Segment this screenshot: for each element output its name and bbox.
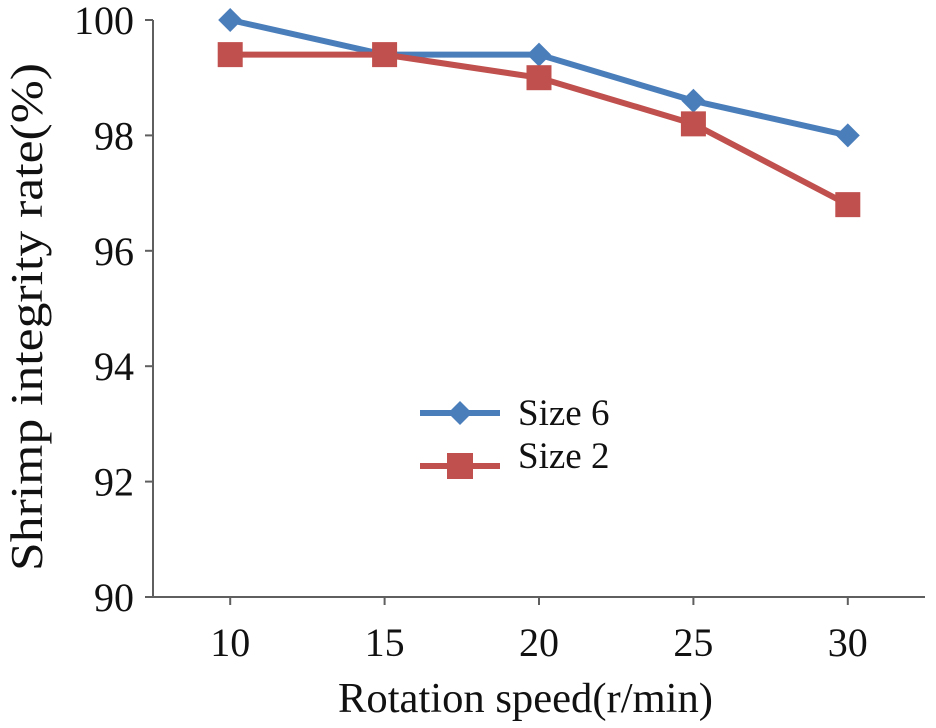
data-point-size-2-10 — [217, 42, 243, 68]
data-point-size-6-30 — [835, 123, 860, 148]
x-axis-title: Rotation speed(r/min) — [338, 676, 713, 722]
legend-item-size-2: Size 2 — [420, 436, 609, 479]
x-tick-label-10: 10 — [210, 620, 250, 665]
legend-item-size-6: Size 6 — [420, 393, 609, 434]
data-point-size-6-20 — [527, 42, 551, 67]
y-tick-label-96: 96 — [94, 229, 134, 274]
data-point-size-2-15 — [372, 42, 398, 68]
legend-marker-size-6 — [448, 401, 472, 425]
x-tick-label-30: 30 — [828, 620, 868, 665]
y-tick-label-98: 98 — [94, 113, 134, 158]
y-axis-title: Shrimp integrity rate(%) — [1, 63, 52, 571]
legend-marker-size-2 — [447, 453, 473, 479]
series-size-2 — [217, 42, 861, 218]
y-tick-label-100: 100 — [74, 0, 134, 43]
data-point-size-6-10 — [218, 8, 243, 32]
data-point-size-2-25 — [680, 111, 706, 137]
y-axis-ticks: 90 92 94 96 98 100 — [74, 0, 153, 620]
series-layer — [217, 8, 861, 218]
x-tick-label-25: 25 — [673, 620, 713, 665]
data-point-size-2-20 — [526, 65, 552, 91]
x-tick-label-20: 20 — [519, 620, 559, 665]
legend-label-size-6: Size 6 — [518, 393, 609, 434]
y-tick-label-90: 90 — [94, 575, 134, 620]
x-axis-ticks: 10 15 20 25 30 — [210, 597, 868, 665]
x-tick-label-15: 15 — [365, 620, 405, 665]
y-tick-label-92: 92 — [94, 460, 134, 505]
data-point-size-6-25 — [681, 88, 706, 113]
axes — [152, 20, 925, 598]
y-tick-label-94: 94 — [94, 344, 134, 389]
legend-label-size-2: Size 2 — [518, 436, 609, 477]
data-point-size-2-30 — [835, 192, 861, 218]
